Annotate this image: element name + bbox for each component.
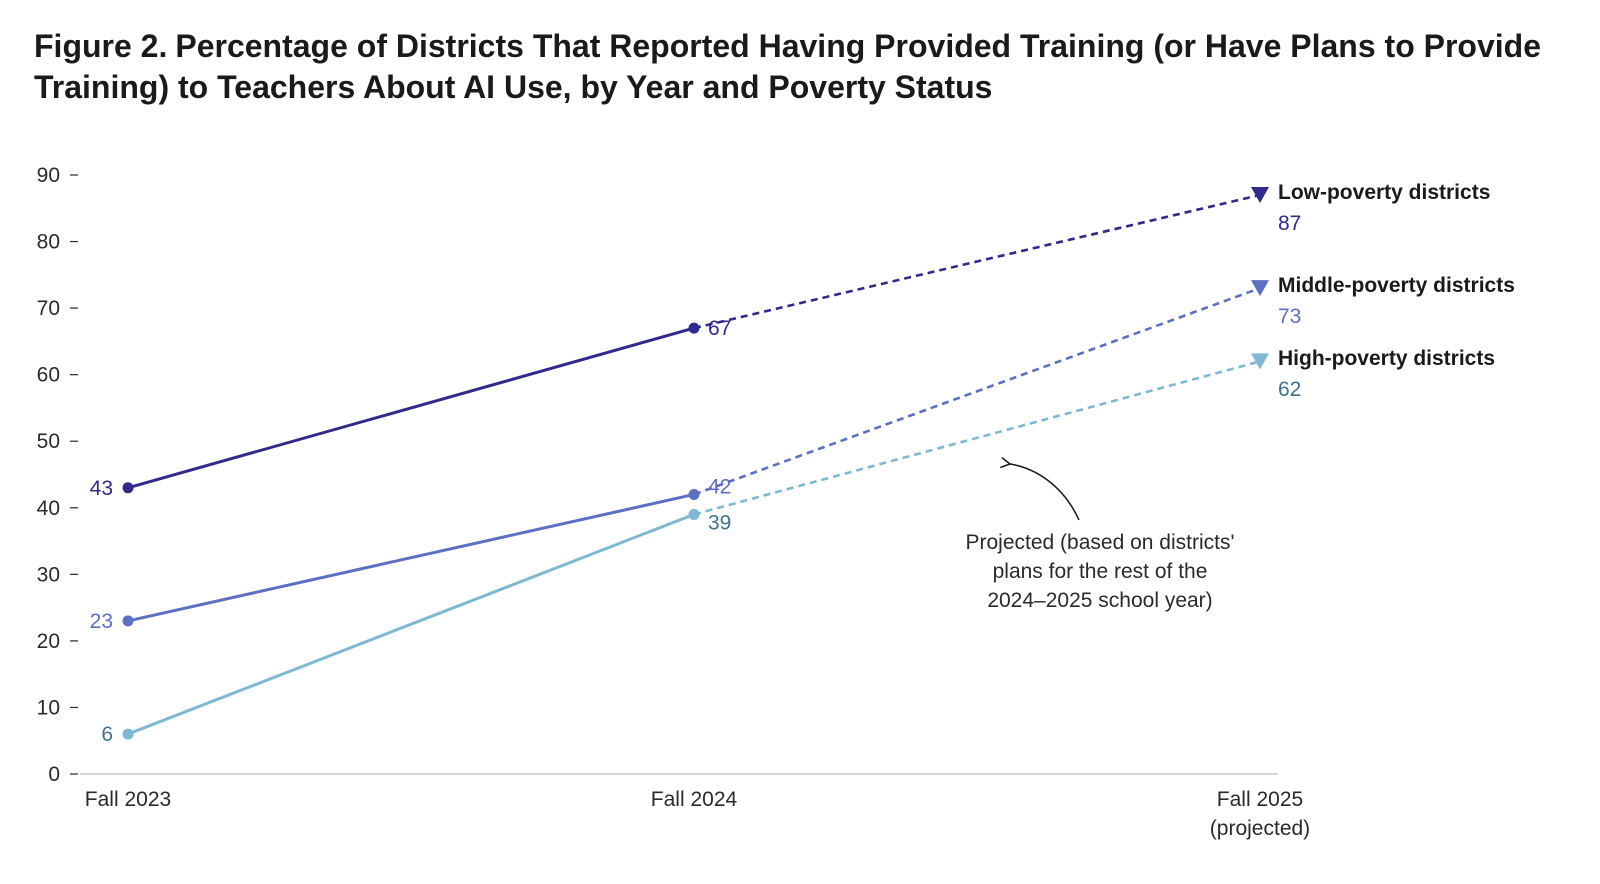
series-name-label: Low-poverty districts [1278, 181, 1490, 204]
data-point [688, 488, 700, 500]
annotation-line-3: 2024–2025 school year) [987, 589, 1212, 612]
series-line-actual [126, 512, 696, 736]
annotation-line-1: Projected (based on districts' [966, 531, 1235, 554]
x-tick-sublabel: (projected) [1210, 817, 1310, 840]
data-label: 62 [1278, 378, 1301, 401]
x-tick-label: Fall 2023 [85, 788, 171, 811]
title-block: Figure 2. Percentage of Districts That Re… [34, 26, 1574, 108]
x-axis-ticks: Fall 2023 Fall 2024 Fall 2025 (projected) [85, 788, 1310, 840]
x-tick-label: Fall 2024 [651, 788, 738, 811]
series-line-actual [126, 492, 696, 623]
series-name-label: Middle-poverty districts [1278, 274, 1515, 297]
figure-label: Figure 2. [34, 28, 168, 64]
y-tick-label: 30 [37, 563, 60, 586]
projected-point-marker [1251, 280, 1269, 297]
series-line-projected [693, 360, 1261, 516]
y-tick-label: 10 [37, 696, 60, 719]
series-1: 23 42 Middle-poverty districts 73 [90, 274, 1515, 633]
data-label: 42 [708, 475, 731, 498]
data-point [122, 615, 134, 627]
y-tick-label: 0 [48, 763, 60, 786]
projected-point-marker [1251, 353, 1269, 370]
y-tick-label: 50 [37, 430, 60, 453]
data-label: 67 [708, 317, 731, 340]
annotation-arrow [1000, 457, 1080, 521]
series-line-actual [126, 326, 696, 490]
series-2: 6 39 High-poverty districts 62 [101, 347, 1495, 746]
figure-title-text: Percentage of Districts That Reported Ha… [34, 28, 1541, 105]
series-0: 43 67 Low-poverty districts 87 [90, 181, 1491, 500]
projected-point-marker [1251, 186, 1269, 203]
chart-title: Figure 2. Percentage of Districts That Re… [34, 26, 1574, 108]
y-tick-label: 40 [37, 497, 60, 520]
data-label: 43 [90, 477, 113, 500]
data-label: 73 [1278, 305, 1301, 328]
x-tick-label: Fall 2025 [1217, 788, 1303, 811]
data-point [688, 508, 700, 520]
series-layer: 43 67 Low-poverty districts 87 23 42 Middle-po… [90, 181, 1515, 746]
y-tick-label: 90 [37, 164, 60, 187]
y-tick-label: 20 [37, 630, 60, 653]
projection-annotation: Projected (based on districts' plans for… [966, 457, 1235, 612]
series-line-projected [693, 286, 1261, 496]
series-line-projected [693, 193, 1261, 330]
data-point [122, 482, 134, 494]
y-axis: 0 10 20 30 40 50 60 70 80 90 [37, 164, 78, 786]
data-label: 6 [101, 723, 113, 746]
data-label: 39 [708, 511, 731, 534]
data-point [122, 728, 134, 740]
data-label: 87 [1278, 212, 1301, 235]
y-tick-label: 60 [37, 364, 60, 387]
data-point [688, 322, 700, 334]
data-label: 23 [90, 610, 113, 633]
series-name-label: High-poverty districts [1278, 347, 1495, 370]
y-tick-label: 70 [37, 297, 60, 320]
annotation-line-2: plans for the rest of the [993, 560, 1208, 583]
y-tick-label: 80 [37, 231, 60, 254]
